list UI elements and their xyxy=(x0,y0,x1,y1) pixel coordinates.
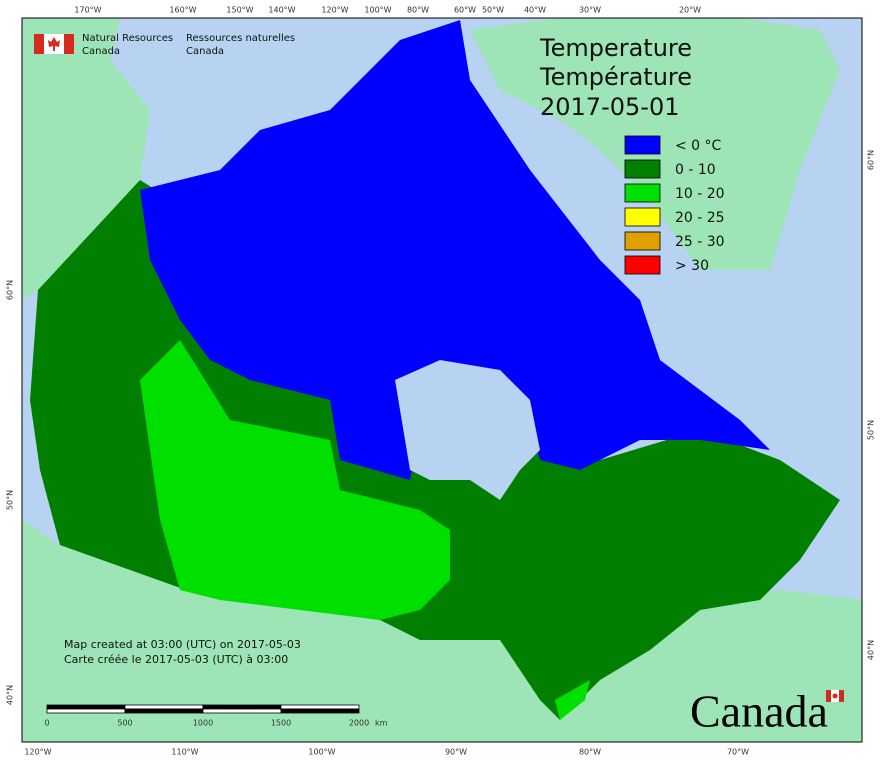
scale-label: 1500 xyxy=(271,719,291,728)
left-graticule-label: 40°N xyxy=(6,685,15,705)
title-en: Temperature xyxy=(539,34,692,62)
legend-label: > 30 xyxy=(675,258,709,274)
title-fr: Température xyxy=(539,63,692,91)
top-graticule-label: 30°W xyxy=(579,6,601,15)
bottom-graticule-label: 90°W xyxy=(445,748,467,757)
top-graticule-label: 140°W xyxy=(268,6,295,15)
scale-segment xyxy=(202,704,282,710)
footer-fr: Carte créée le 2017-05-03 (UTC) à 03:00 xyxy=(64,653,288,666)
united-states xyxy=(22,520,862,742)
logo-fr-1: Ressources naturelles xyxy=(186,33,295,44)
bottom-graticule-label: 120°W xyxy=(24,748,51,757)
legend-swatch xyxy=(624,255,661,275)
scale-segment xyxy=(280,708,360,714)
top-graticule-label: 170°W xyxy=(74,6,101,15)
logo-en-1: Natural Resources xyxy=(82,33,173,44)
flag-logo xyxy=(34,34,74,54)
legend-label: 20 - 25 xyxy=(675,210,725,226)
frame xyxy=(21,17,863,743)
top-graticule-label: 120°W xyxy=(321,6,348,15)
right-graticule-label: 40°N xyxy=(867,640,876,660)
legend-swatch xyxy=(624,159,661,179)
scale-label: 500 xyxy=(117,719,132,728)
left-graticule-label: 50°N xyxy=(6,490,15,510)
top-graticule-label: 100°W xyxy=(364,6,391,15)
scale-label: 2000 xyxy=(349,719,369,728)
right-graticule-label: 60°N xyxy=(867,150,876,170)
top-graticule-label: 20°W xyxy=(679,6,701,15)
scale-unit: km xyxy=(375,719,388,728)
scale-segment xyxy=(280,704,360,710)
region-below-0 xyxy=(140,20,770,480)
bottom-graticule-label: 100°W xyxy=(308,748,335,757)
bottom-graticule-label: 70°W xyxy=(727,748,749,757)
legend-swatch xyxy=(624,207,661,227)
legend-label: 10 - 20 xyxy=(675,186,725,202)
legend-swatch xyxy=(624,231,661,251)
scale-segment xyxy=(46,704,126,710)
scale-label: 1000 xyxy=(193,719,213,728)
top-graticule-label: 40°W xyxy=(524,6,546,15)
top-graticule-label: 160°W xyxy=(169,6,196,15)
top-graticule-label: 50°W xyxy=(482,6,504,15)
wordmark-flag xyxy=(826,690,844,702)
scale-segment xyxy=(124,708,204,714)
legend-swatch xyxy=(624,135,661,155)
scale-segment xyxy=(202,708,282,714)
legend-label: 0 - 10 xyxy=(675,162,716,178)
footer-en: Map created at 03:00 (UTC) on 2017-05-03 xyxy=(64,638,301,651)
bottom-graticule-label: 80°W xyxy=(579,748,601,757)
hudson-bay xyxy=(395,360,540,500)
region-10-20-south xyxy=(555,680,590,720)
logo-fr-2: Canada xyxy=(186,46,224,57)
logo-en-2: Canada xyxy=(82,46,120,57)
legend-label: < 0 °C xyxy=(675,138,722,154)
top-graticule-label: 150°W xyxy=(226,6,253,15)
bottom-graticule-label: 110°W xyxy=(171,748,198,757)
legend-swatch xyxy=(624,183,661,203)
legend-label: 25 - 30 xyxy=(675,234,725,250)
scale-label: 0 xyxy=(44,719,49,728)
scale-segment xyxy=(46,708,126,714)
wordmark: Canada xyxy=(690,686,828,737)
top-graticule-label: 80°W xyxy=(407,6,429,15)
right-graticule-label: 50°N xyxy=(867,420,876,440)
scale-segment xyxy=(124,704,204,710)
alaska xyxy=(22,18,150,300)
left-graticule-label: 60°N xyxy=(6,280,15,300)
region-10-20 xyxy=(140,340,450,620)
date: 2017-05-01 xyxy=(540,93,679,121)
top-graticule-label: 60°W xyxy=(454,6,476,15)
